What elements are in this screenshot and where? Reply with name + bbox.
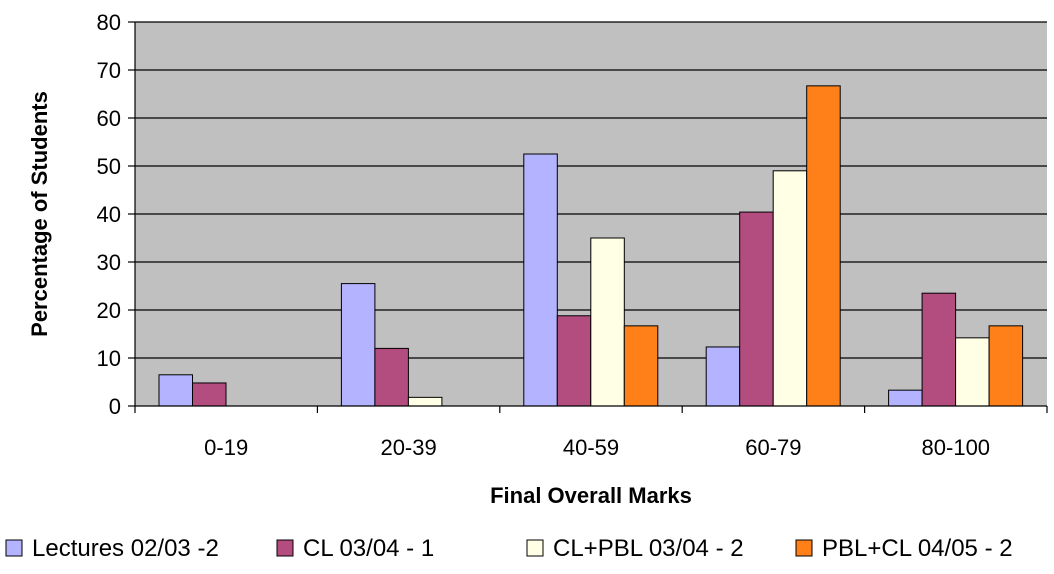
bar (523, 153, 558, 407)
bar (158, 374, 193, 407)
x-tick-label: 40-59 (563, 435, 619, 460)
y-tick-labels: 0 10 20 30 40 50 60 70 80 (97, 10, 121, 419)
legend-label: Lectures 02/03 -2 (32, 535, 219, 562)
y-tick-label: 0 (109, 394, 121, 419)
bar (705, 346, 741, 407)
x-tick-label: 20-39 (380, 435, 436, 460)
legend-label: PBL+CL 04/05 - 2 (822, 535, 1013, 562)
bar (921, 292, 957, 407)
bar (988, 325, 1024, 407)
bar (772, 170, 808, 407)
y-tick-label: 10 (97, 346, 121, 371)
y-tick-label: 60 (97, 106, 121, 131)
y-tick-label: 80 (97, 10, 121, 35)
bar (556, 315, 592, 407)
bars (158, 85, 1024, 407)
bar (888, 389, 923, 407)
y-tick-label: 40 (97, 202, 121, 227)
bar (806, 85, 841, 407)
y-tick-label: 30 (97, 250, 121, 275)
legend-swatch (795, 539, 813, 557)
legend-swatch (5, 539, 23, 557)
bar (374, 347, 409, 407)
legend-swatch (276, 539, 294, 557)
bar (340, 283, 376, 407)
x-tick-labels: 0-19 20-39 40-59 60-79 80-100 (204, 435, 990, 460)
y-axis-title: Percentage of Students (27, 91, 52, 337)
bar (407, 396, 443, 407)
x-tick-label: 60-79 (745, 435, 801, 460)
axes (128, 21, 1048, 413)
legend: Lectures 02/03 -2 CL 03/04 - 1 CL+PBL 03/0… (5, 535, 1013, 562)
bar (739, 211, 774, 407)
y-tick-label: 20 (97, 298, 121, 323)
legend-swatch (526, 539, 544, 557)
bar (590, 237, 625, 407)
bar (623, 325, 659, 407)
legend-label: CL+PBL 03/04 - 2 (553, 535, 744, 562)
legend-label: CL 03/04 - 1 (303, 535, 434, 562)
bar (192, 382, 227, 407)
x-tick-label: 80-100 (922, 435, 991, 460)
x-axis-title: Final Overall Marks (490, 483, 692, 508)
y-tick-label: 50 (97, 154, 121, 179)
bar (955, 337, 990, 407)
x-tick-label: 0-19 (204, 435, 248, 460)
y-tick-label: 70 (97, 58, 121, 83)
